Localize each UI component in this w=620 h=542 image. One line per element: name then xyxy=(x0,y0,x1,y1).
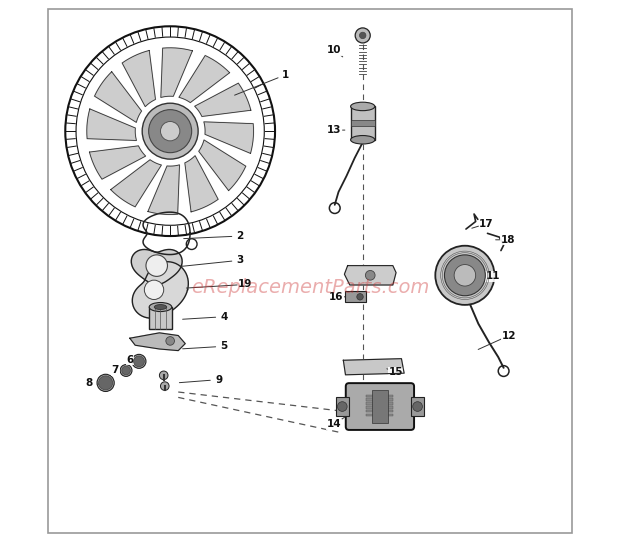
Circle shape xyxy=(360,32,366,38)
Ellipse shape xyxy=(149,302,172,312)
Polygon shape xyxy=(87,109,136,140)
Text: 7: 7 xyxy=(112,365,119,376)
Circle shape xyxy=(337,402,347,411)
Polygon shape xyxy=(94,72,141,122)
Polygon shape xyxy=(132,262,188,318)
Circle shape xyxy=(142,103,198,159)
Bar xyxy=(366,398,393,401)
Bar xyxy=(366,402,393,405)
Text: 14: 14 xyxy=(327,420,342,429)
Polygon shape xyxy=(131,249,182,285)
Circle shape xyxy=(122,366,130,375)
Circle shape xyxy=(144,280,164,300)
Text: 11: 11 xyxy=(485,272,500,281)
Bar xyxy=(366,406,393,409)
Circle shape xyxy=(132,354,146,369)
Circle shape xyxy=(149,109,192,153)
Bar xyxy=(345,292,366,302)
Polygon shape xyxy=(204,122,254,153)
Text: 2: 2 xyxy=(236,231,244,241)
Text: 5: 5 xyxy=(220,341,228,351)
Text: 12: 12 xyxy=(502,331,516,340)
Polygon shape xyxy=(130,333,185,351)
Text: eReplacementParts.com: eReplacementParts.com xyxy=(191,278,429,296)
Text: 3: 3 xyxy=(236,255,244,265)
Polygon shape xyxy=(195,83,251,117)
FancyBboxPatch shape xyxy=(346,383,414,430)
Circle shape xyxy=(99,376,113,390)
Bar xyxy=(372,390,388,423)
Bar xyxy=(350,120,375,126)
Bar xyxy=(350,106,375,140)
Circle shape xyxy=(445,255,485,296)
Text: 1: 1 xyxy=(282,70,290,80)
Polygon shape xyxy=(343,359,404,375)
Circle shape xyxy=(166,337,174,345)
Text: 17: 17 xyxy=(479,218,494,229)
Text: 13: 13 xyxy=(327,125,342,135)
Circle shape xyxy=(159,371,168,379)
Bar xyxy=(335,397,349,416)
Bar xyxy=(366,395,393,397)
Circle shape xyxy=(356,294,363,300)
Polygon shape xyxy=(199,140,246,191)
Polygon shape xyxy=(111,160,161,207)
Bar xyxy=(411,397,424,416)
Circle shape xyxy=(161,121,180,141)
Text: 19: 19 xyxy=(238,280,252,289)
Circle shape xyxy=(133,356,144,367)
Circle shape xyxy=(435,246,495,305)
Polygon shape xyxy=(179,55,229,102)
Polygon shape xyxy=(345,266,396,285)
Circle shape xyxy=(161,382,169,390)
Text: 9: 9 xyxy=(215,375,222,385)
Polygon shape xyxy=(161,48,192,98)
Circle shape xyxy=(365,270,375,280)
Bar xyxy=(366,414,393,416)
Text: 18: 18 xyxy=(501,235,515,245)
Text: 15: 15 xyxy=(389,367,403,377)
Circle shape xyxy=(146,255,167,276)
Ellipse shape xyxy=(350,136,375,144)
Circle shape xyxy=(413,402,422,411)
Polygon shape xyxy=(122,50,156,107)
Text: 4: 4 xyxy=(220,312,228,322)
Bar xyxy=(149,307,172,328)
Circle shape xyxy=(454,264,476,286)
Circle shape xyxy=(97,375,114,391)
Ellipse shape xyxy=(154,305,167,309)
Circle shape xyxy=(120,365,132,376)
Bar xyxy=(366,410,393,412)
Polygon shape xyxy=(89,146,146,179)
Text: 16: 16 xyxy=(329,292,343,302)
Polygon shape xyxy=(148,165,179,215)
Text: 10: 10 xyxy=(327,46,342,55)
Circle shape xyxy=(355,28,370,43)
Text: 8: 8 xyxy=(86,378,93,388)
Ellipse shape xyxy=(350,102,375,111)
Text: 6: 6 xyxy=(126,355,133,365)
Polygon shape xyxy=(185,156,218,212)
